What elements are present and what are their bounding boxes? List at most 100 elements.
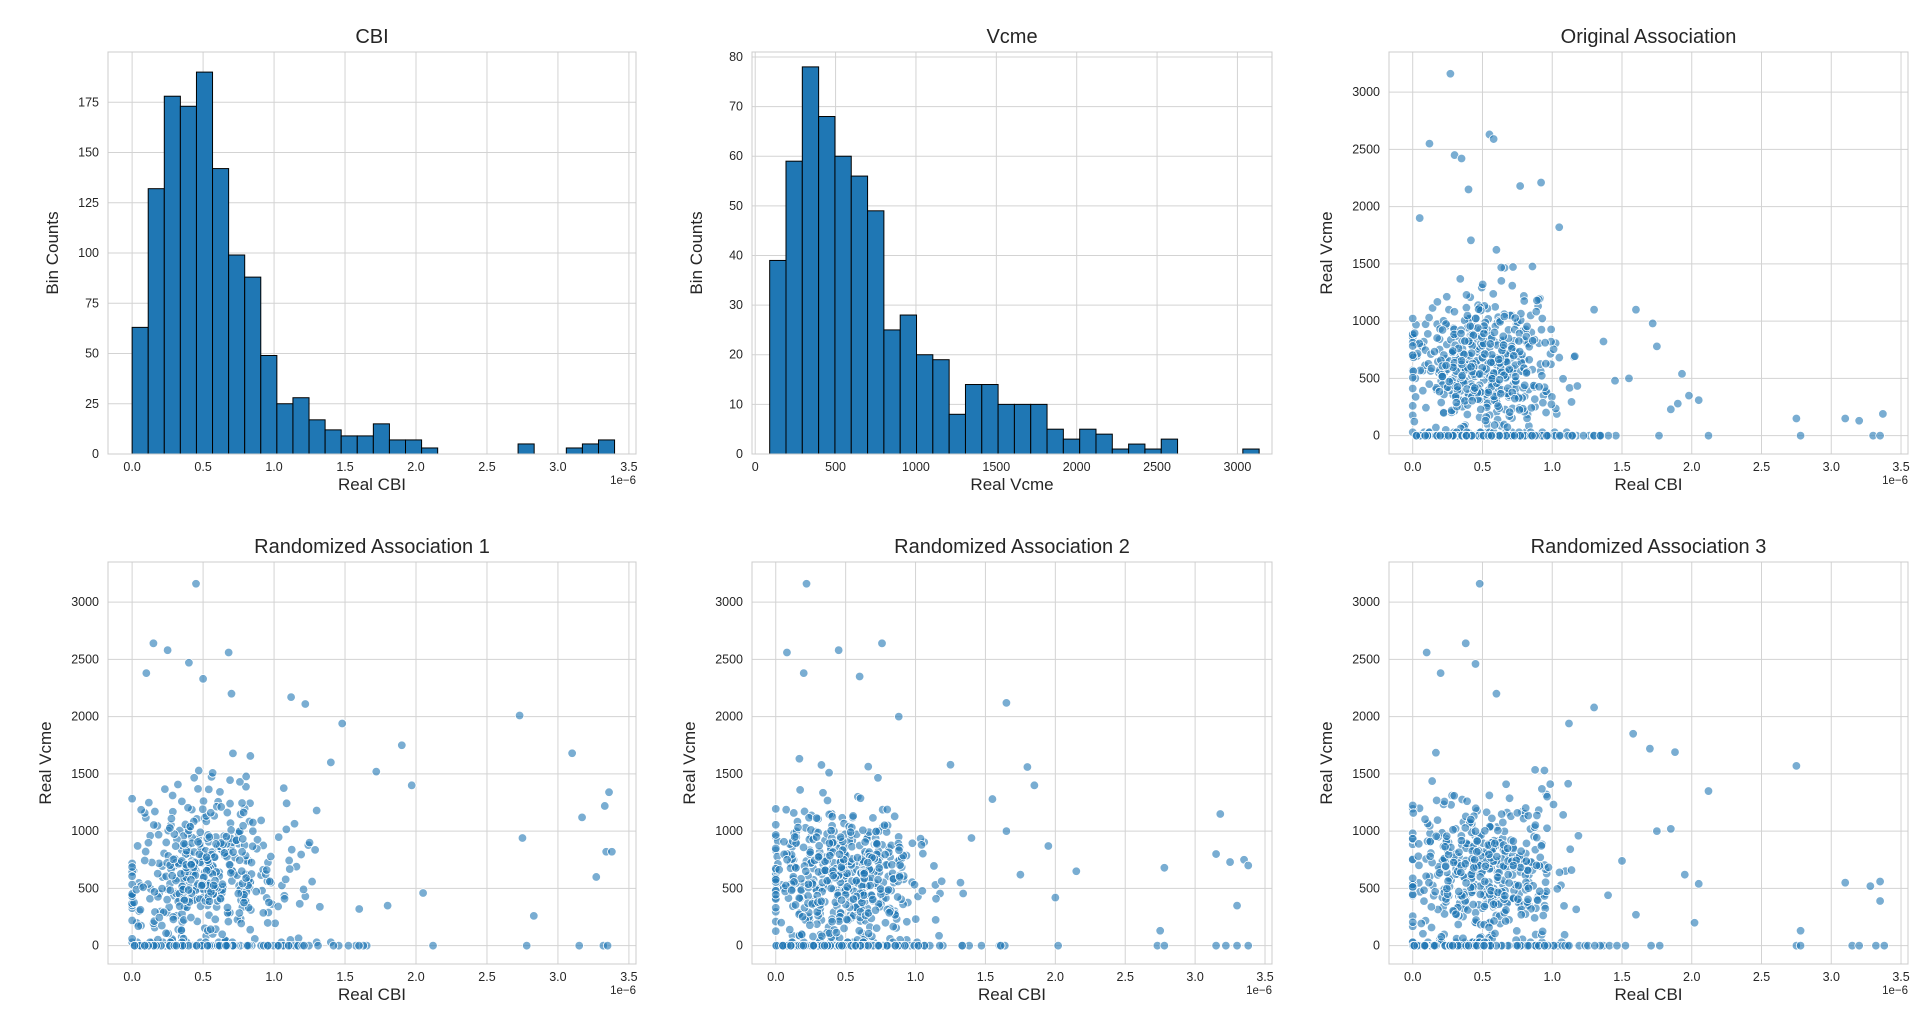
scatter-point xyxy=(1540,877,1551,887)
scatter-point xyxy=(295,899,305,909)
x-tick-label: 2.0 xyxy=(1047,970,1064,984)
scatter-point xyxy=(916,840,927,850)
histogram-bar xyxy=(212,168,230,455)
scatter-point xyxy=(238,834,248,844)
scatter-point xyxy=(1211,849,1221,859)
y-tick-label: 60 xyxy=(729,149,743,163)
chart-title: Randomized Association 3 xyxy=(1531,536,1767,558)
histogram-bar xyxy=(818,116,836,455)
scatter-point xyxy=(1493,825,1503,836)
scatter-point xyxy=(237,847,247,857)
scatter-point xyxy=(1424,138,1435,149)
scatter-point xyxy=(799,668,809,678)
scatter-point xyxy=(236,918,246,929)
scatter-point xyxy=(567,748,577,758)
scatter-point xyxy=(1492,872,1503,882)
scatter-point xyxy=(842,914,852,925)
scatter-point xyxy=(1001,698,1012,708)
scatter-point xyxy=(874,863,884,873)
y-axis-label: Bin Counts xyxy=(43,211,62,294)
y-tick-label: 0 xyxy=(92,447,99,461)
scatter-point xyxy=(1496,276,1507,286)
scatter-point xyxy=(604,787,614,797)
scatter-point xyxy=(1460,823,1471,833)
scatter-point xyxy=(261,865,272,875)
scatter-point xyxy=(224,860,235,870)
scatter-point xyxy=(263,918,273,928)
scatter-point xyxy=(225,775,235,785)
scatter-point xyxy=(771,804,781,814)
scatter-point xyxy=(1451,397,1462,408)
scatter-point xyxy=(1564,383,1575,393)
y-tick-label: 50 xyxy=(85,347,99,361)
scatter-point xyxy=(211,839,221,849)
histogram-bar xyxy=(883,329,901,455)
scatter-point xyxy=(248,826,258,836)
scatter-point xyxy=(234,855,245,865)
panel-randomized-association-3: 0.0 0.5 1.0 1.5 2.0 2.5 3.0 3.5 0 500 1000 1500 2000… xyxy=(1317,536,1910,1004)
scatter-point xyxy=(1791,761,1802,771)
scatter-point xyxy=(298,884,309,895)
scatter-point xyxy=(774,865,784,875)
scatter-point xyxy=(1489,916,1499,926)
scatter-point xyxy=(1598,336,1609,347)
scatter-point xyxy=(1155,926,1165,936)
scatter-point xyxy=(1460,336,1470,346)
scatter-point xyxy=(183,803,193,813)
scatter-point xyxy=(1554,430,1565,441)
scatter-point xyxy=(1477,279,1488,290)
scatter-point xyxy=(1443,430,1454,441)
scatter-point xyxy=(808,931,818,942)
scatter-point xyxy=(801,579,812,589)
y-axis-label: Real Vcme xyxy=(680,721,699,804)
scatter-point xyxy=(1243,860,1253,871)
scatter-point xyxy=(1454,886,1464,897)
scatter-point xyxy=(202,940,213,951)
scatter-point xyxy=(1840,877,1850,888)
x-axis-label: Real CBI xyxy=(338,985,406,1004)
y-tick-label: 2000 xyxy=(715,710,743,724)
histogram-bar xyxy=(308,419,326,455)
scatter-point xyxy=(1408,313,1418,324)
scatter-point xyxy=(1421,647,1432,658)
y-axis-label: Real Vcme xyxy=(1317,211,1336,294)
scatter-point xyxy=(1430,887,1440,897)
scatter-point xyxy=(1426,922,1437,933)
scatter-point xyxy=(1795,940,1806,951)
scatter-point xyxy=(1480,826,1490,836)
scatter-point xyxy=(140,855,150,866)
scatter-point xyxy=(1449,307,1460,317)
scatter-point xyxy=(150,806,160,817)
histogram-bar xyxy=(1079,428,1097,455)
scatter-point xyxy=(222,807,233,818)
scatter-point xyxy=(789,877,799,887)
scatter-point xyxy=(1563,779,1573,789)
x-tick-label: 2.5 xyxy=(1753,460,1770,474)
scatter-point xyxy=(803,879,814,889)
histogram-bar xyxy=(785,160,803,455)
axes-frame xyxy=(1388,51,1909,455)
scatter-point xyxy=(1439,408,1449,418)
scatter-point xyxy=(1447,940,1458,951)
scatter-point xyxy=(1493,401,1503,411)
x-axis-label: Real CBI xyxy=(1614,475,1682,494)
scatter-point xyxy=(771,926,781,936)
scatter-point xyxy=(204,896,215,907)
scatter-point xyxy=(176,869,186,879)
histogram-bar xyxy=(981,384,999,455)
scatter-point xyxy=(1840,413,1850,424)
scatter-point xyxy=(1426,902,1437,912)
scatter-point xyxy=(223,916,234,927)
scatter-point xyxy=(884,908,894,918)
scatter-point xyxy=(883,885,894,895)
scatter-point xyxy=(1548,799,1559,810)
scatter-point xyxy=(1159,940,1170,951)
histogram-bar xyxy=(581,443,599,455)
scatter-point xyxy=(310,845,320,855)
scatter-point xyxy=(228,748,238,759)
x-tick-label: 3.5 xyxy=(1892,460,1909,474)
scatter-point xyxy=(222,902,233,913)
scatter-point xyxy=(1558,810,1568,820)
y-tick-label: 80 xyxy=(729,50,743,64)
scatter-point xyxy=(892,892,903,902)
